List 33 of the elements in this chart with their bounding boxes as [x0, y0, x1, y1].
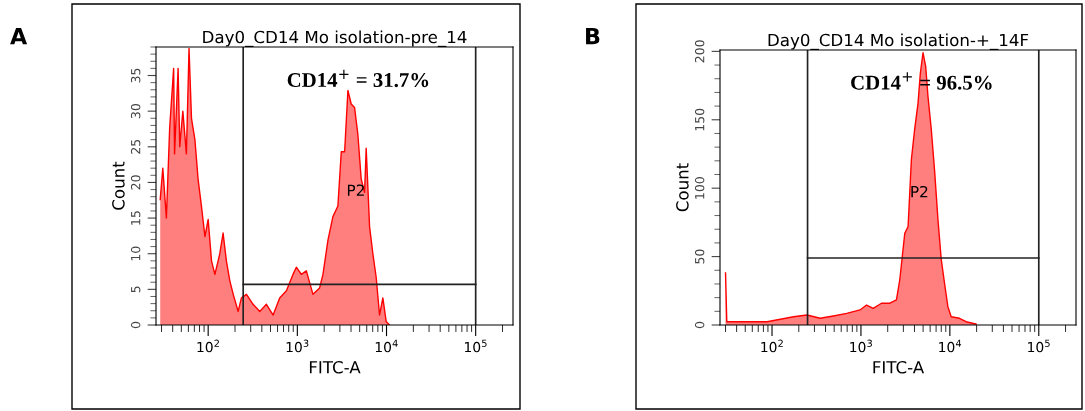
y-axis-title: Count [112, 161, 125, 210]
text: A [10, 27, 28, 45]
y-tick-label: 100 [694, 177, 705, 199]
text: B [586, 27, 600, 45]
y-tick-label: 200 [694, 40, 705, 63]
y-tick-label: 30 [130, 104, 141, 119]
y-tick-label: 35 [130, 68, 141, 83]
annotation: P2 [347, 184, 364, 196]
y-tick-label: 5 [131, 286, 141, 293]
x-tick-label: 10$^{3}$ [286, 339, 309, 353]
x-tick-label: 10$^{3}$ [850, 339, 872, 353]
y-tick-label: 0 [694, 321, 705, 329]
x-tick-label: 10$^{4}$ [939, 339, 962, 353]
y-axis-title: Count [676, 163, 689, 212]
y-tick-label: 50 [694, 249, 705, 264]
y-tick-label: 10 [130, 246, 141, 261]
x-tick-label: 10$^{5}$ [464, 339, 487, 353]
x-axis-title: FITC-A [309, 360, 361, 374]
y-tick-label: 0 [130, 321, 141, 329]
annotation: CD14$^{+}$ = 31.7% [287, 69, 429, 88]
x-tick-label: 10$^{2}$ [197, 339, 219, 353]
annotation: CD14$^{+}$ = 96.5% [851, 72, 992, 90]
x-tick-label: 10$^{5}$ [1028, 339, 1050, 353]
chart-title: Day0_CD14 Mo isolation-pre_14 [203, 30, 467, 47]
x-tick-label: 10$^{2}$ [761, 339, 783, 353]
annotation: P2 [911, 185, 928, 198]
y-tick-label: 150 [694, 108, 705, 131]
y-tick-label: 25 [130, 139, 141, 154]
chart-title: Day0_CD14 Mo isolation-+_14F [768, 33, 1029, 50]
x-axis-title: FITC-A [873, 360, 925, 374]
y-tick-label: 15 [131, 211, 141, 225]
x-tick-label: 10$^{4}$ [375, 339, 398, 353]
y-tick-label: 20 [130, 175, 141, 190]
